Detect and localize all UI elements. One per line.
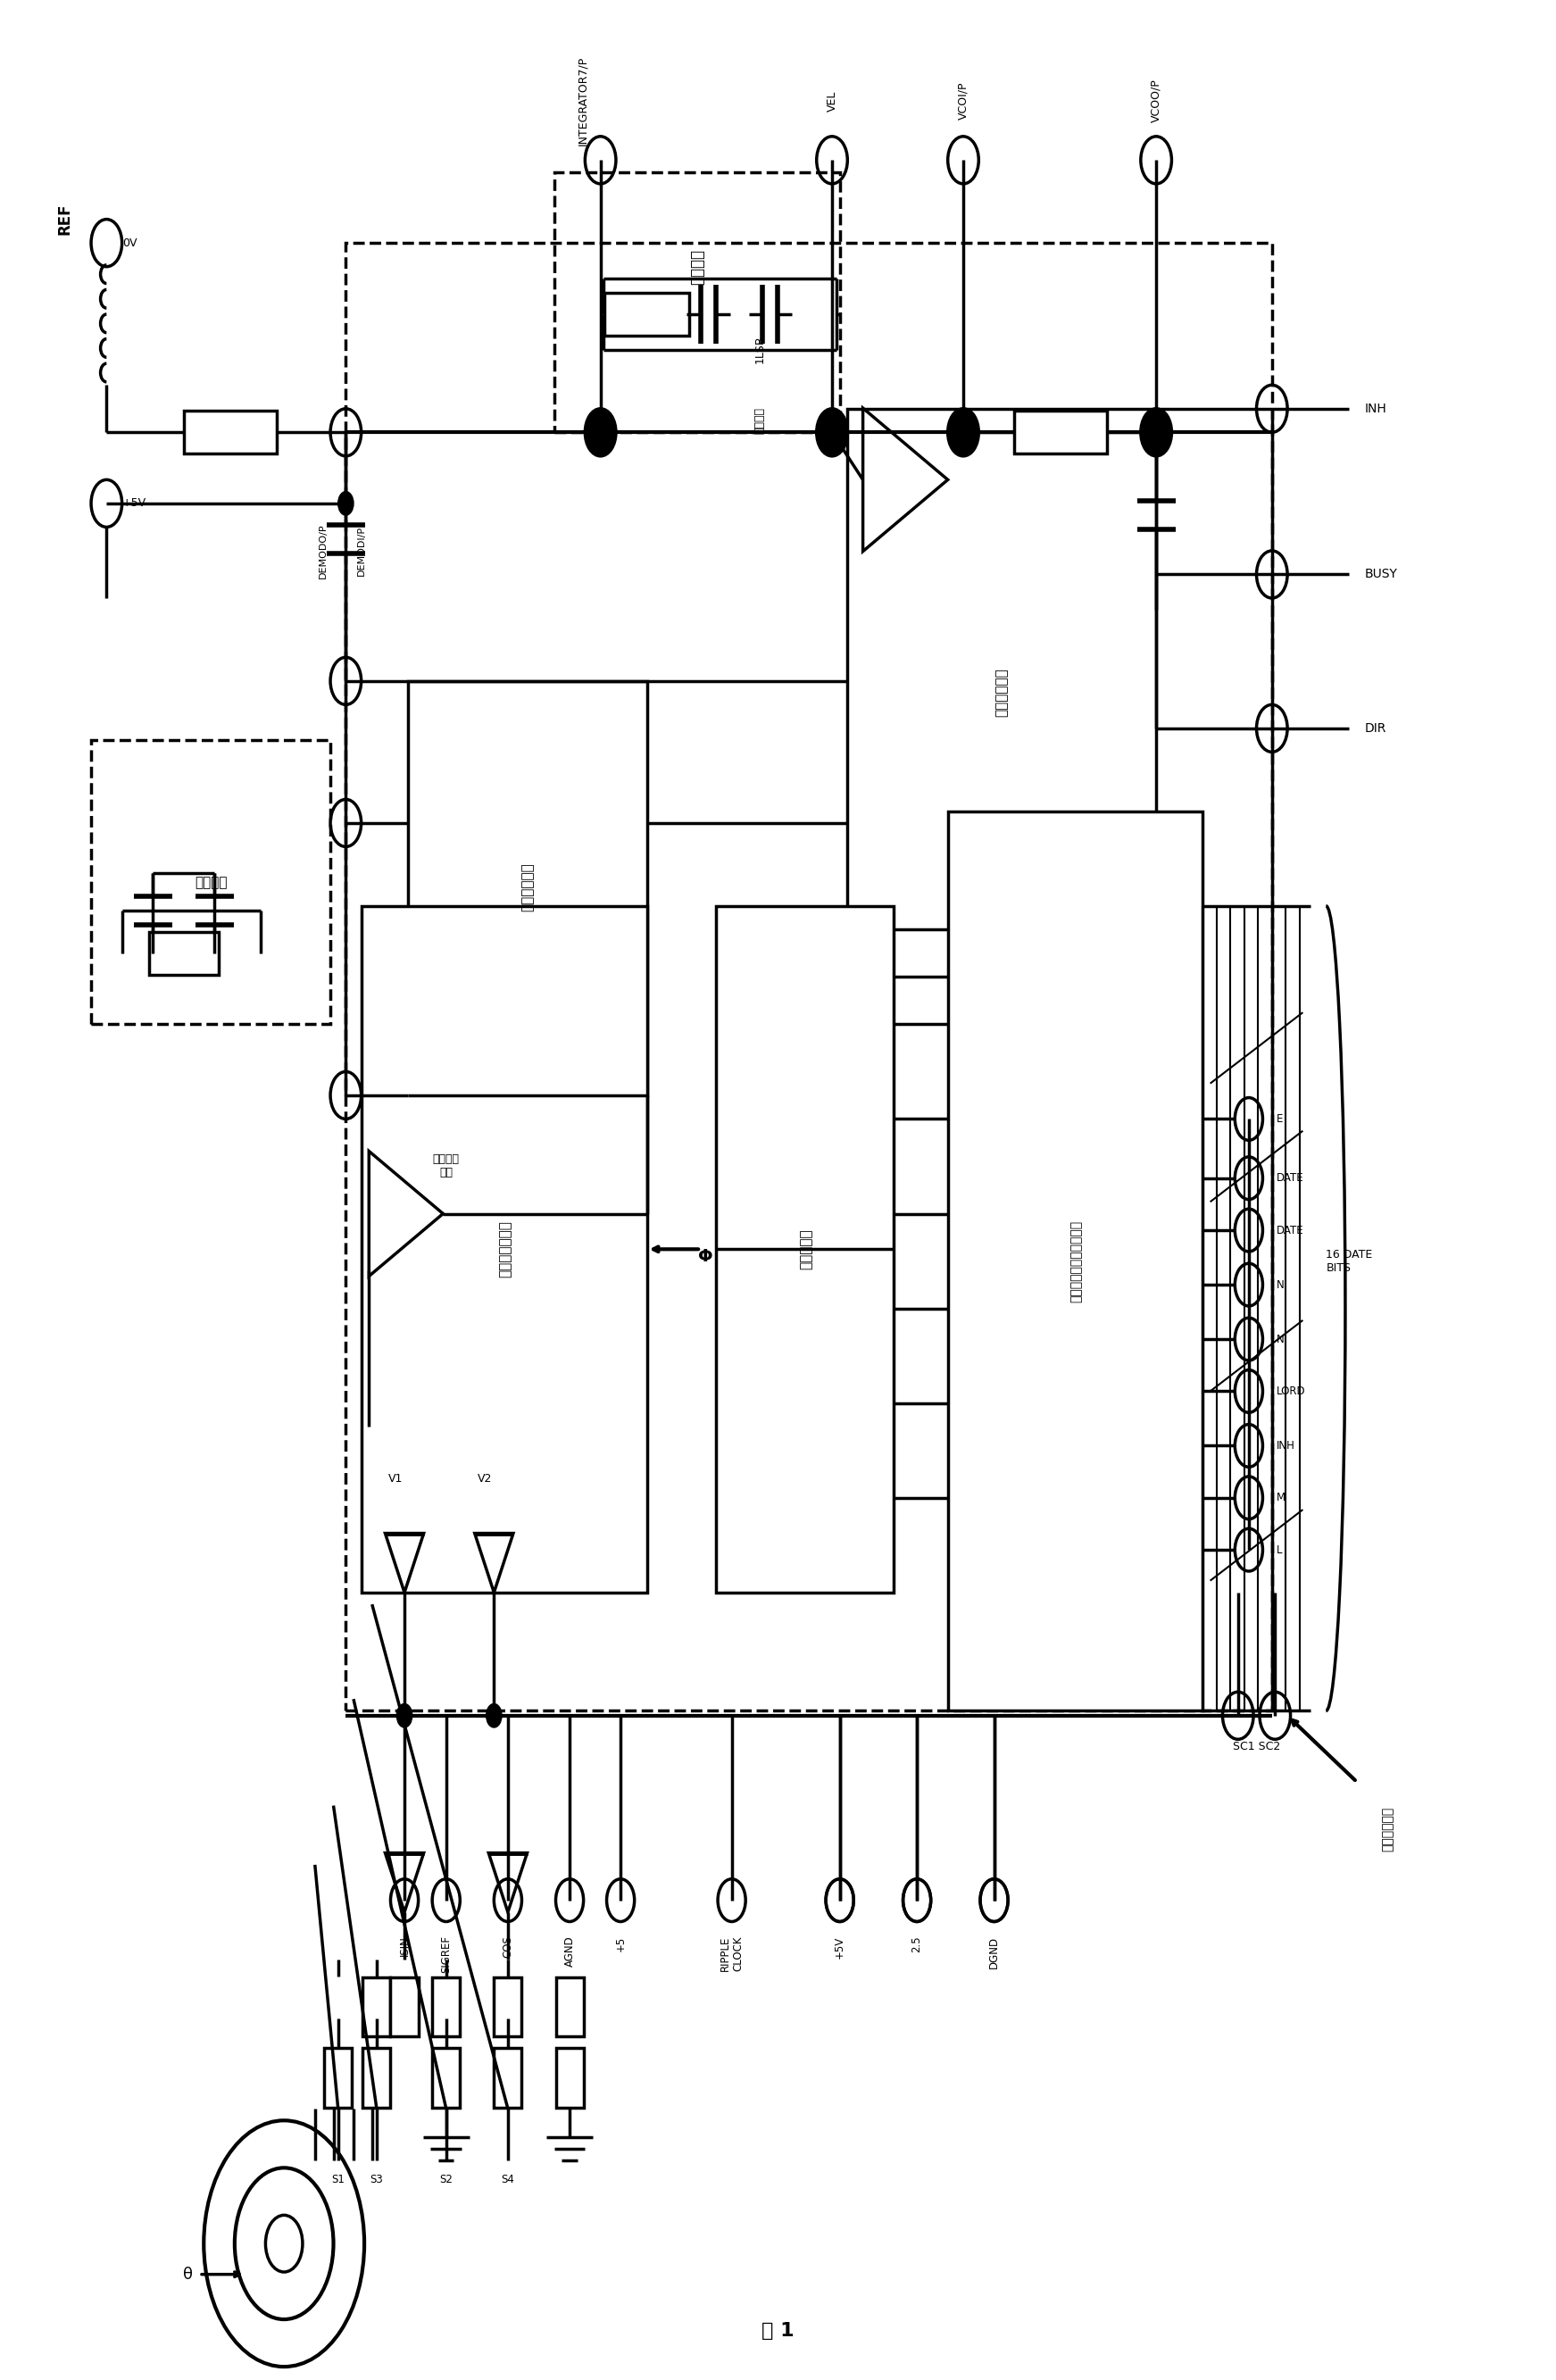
Text: DIR: DIR	[1365, 721, 1386, 735]
Text: 积分电路: 积分电路	[689, 250, 706, 286]
Text: SC1 SC2: SC1 SC2	[1232, 1740, 1281, 1752]
Text: 16 DATE
BITS: 16 DATE BITS	[1326, 1250, 1372, 1273]
Text: S2: S2	[439, 2173, 453, 2185]
Text: DEMODI/P: DEMODI/P	[356, 526, 366, 576]
Text: REF: REF	[58, 202, 73, 236]
Text: AGND: AGND	[563, 1935, 576, 1966]
Circle shape	[397, 1704, 412, 1728]
Bar	[391, 1978, 419, 2037]
Text: 数据锁存及逻辑控制电路: 数据锁存及逻辑控制电路	[1069, 1221, 1081, 1302]
Text: ISIN: ISIN	[398, 1935, 411, 1956]
Bar	[493, 2049, 521, 2106]
Text: 可逆计数器: 可逆计数器	[800, 1228, 812, 1269]
Text: S1: S1	[331, 2173, 345, 2185]
Text: N: N	[1276, 1333, 1284, 1345]
Bar	[433, 2049, 461, 2106]
Text: DATE: DATE	[1276, 1223, 1304, 1235]
Text: S4: S4	[501, 2173, 515, 2185]
Bar	[604, 293, 689, 336]
Text: +5V: +5V	[121, 497, 146, 509]
Text: 图 1: 图 1	[761, 2323, 795, 2340]
Text: V2: V2	[478, 1473, 492, 1485]
Bar	[848, 409, 1156, 976]
Text: DATE: DATE	[1276, 1173, 1304, 1183]
Bar	[361, 907, 647, 1592]
Text: 抖动消除: 抖动消除	[753, 407, 766, 433]
Bar	[554, 171, 840, 433]
Text: DGND: DGND	[988, 1935, 1001, 1968]
Circle shape	[487, 1704, 501, 1728]
Text: 数字控制电路: 数字控制电路	[1382, 1806, 1394, 1852]
Bar	[948, 812, 1203, 1711]
Text: E: E	[1276, 1114, 1284, 1126]
Bar	[363, 2049, 391, 2106]
Text: 交流误差
放大: 交流误差 放大	[433, 1154, 459, 1178]
Text: +5V: +5V	[834, 1935, 845, 1959]
Text: INTEGRATOR7/P: INTEGRATOR7/P	[577, 57, 588, 145]
Bar	[408, 681, 647, 1095]
Text: RIPPLE
CLOCK: RIPPLE CLOCK	[719, 1935, 744, 1971]
Bar	[555, 1978, 584, 2037]
Text: 固态控制变压器: 固态控制变压器	[498, 1221, 512, 1278]
Circle shape	[817, 409, 848, 457]
Text: VCOI/P: VCOI/P	[957, 81, 969, 119]
Text: 相敏解调电路: 相敏解调电路	[521, 862, 535, 912]
Text: DEMODO/P: DEMODO/P	[317, 524, 327, 578]
Text: LORD: LORD	[1276, 1385, 1305, 1397]
Text: 压控振荡电路: 压控振荡电路	[996, 669, 1008, 716]
Bar	[345, 243, 1271, 1711]
Circle shape	[1141, 409, 1172, 457]
Text: M: M	[1276, 1492, 1285, 1504]
Text: S3: S3	[370, 2173, 383, 2185]
Bar	[1015, 412, 1106, 455]
Text: Φ: Φ	[699, 1247, 713, 1264]
Bar	[149, 933, 218, 973]
Bar	[92, 740, 330, 1023]
Text: BUSY: BUSY	[1365, 569, 1397, 581]
Bar	[433, 1978, 461, 2037]
Text: +5: +5	[615, 1935, 627, 1952]
Bar	[363, 1978, 391, 2037]
Text: INH: INH	[1365, 402, 1386, 414]
Bar	[555, 2049, 584, 2106]
Text: V1: V1	[387, 1473, 403, 1485]
Text: INH: INH	[1276, 1440, 1295, 1452]
Text: COS: COS	[503, 1935, 513, 1959]
Bar	[716, 907, 893, 1592]
Text: SIGREF: SIGREF	[440, 1935, 451, 1973]
Text: L: L	[1276, 1545, 1282, 1557]
Text: θ: θ	[184, 2266, 193, 2282]
Text: 2.5: 2.5	[912, 1935, 923, 1952]
Text: VEL: VEL	[826, 90, 837, 112]
Bar	[493, 1978, 521, 2037]
Circle shape	[948, 409, 979, 457]
Text: 滤波电路: 滤波电路	[194, 876, 227, 888]
Text: 1LSB: 1LSB	[753, 336, 766, 364]
Bar	[324, 2049, 352, 2106]
Text: 0V: 0V	[121, 238, 137, 250]
Text: N: N	[1276, 1278, 1284, 1290]
Circle shape	[585, 409, 616, 457]
Text: VCOO/P: VCOO/P	[1150, 79, 1162, 124]
Bar	[184, 412, 277, 455]
Circle shape	[338, 493, 353, 514]
